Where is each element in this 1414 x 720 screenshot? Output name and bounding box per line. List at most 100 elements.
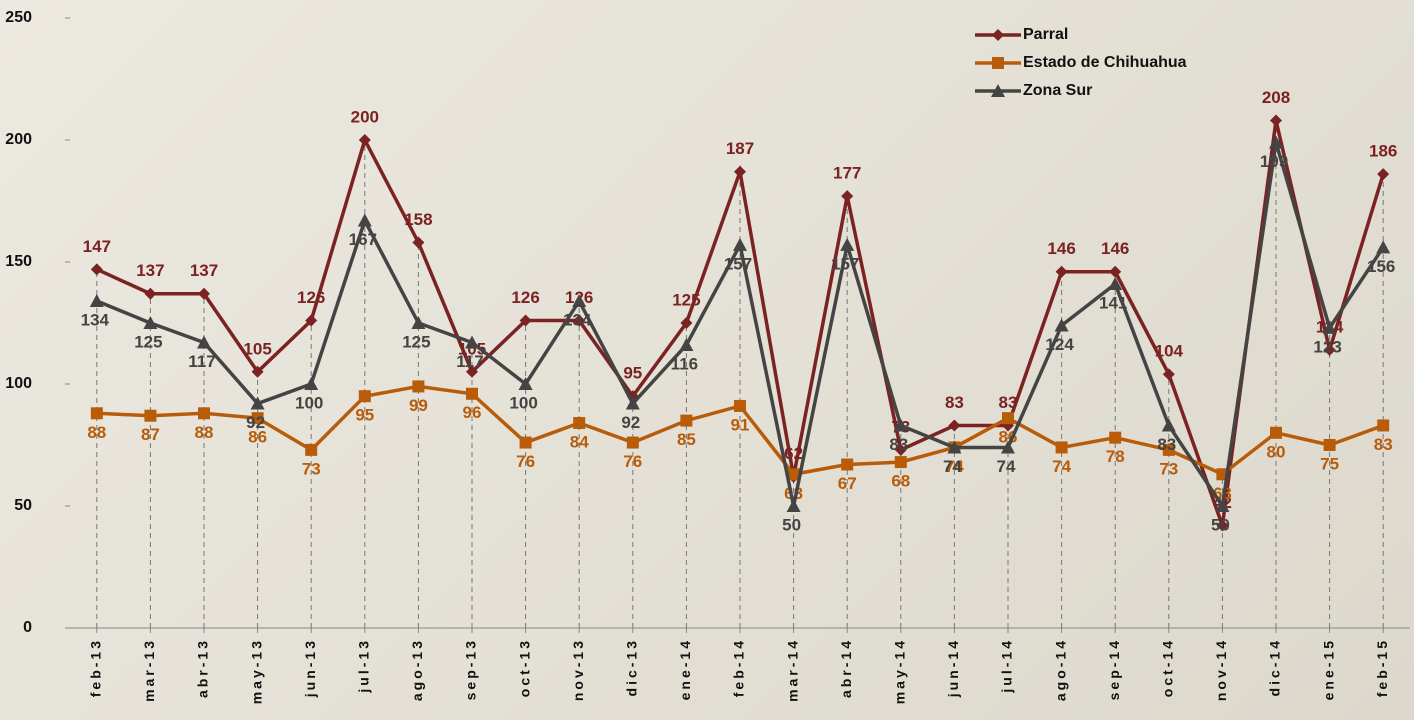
- marker: [841, 458, 854, 471]
- x-tick-label: dic-14: [1267, 638, 1283, 696]
- legend-label: Estado de Chihuahua: [1023, 54, 1187, 71]
- marker: [1161, 418, 1176, 432]
- data-label: 78: [1106, 447, 1125, 466]
- data-label: 147: [83, 237, 111, 256]
- x-tick-label: abr-14: [838, 638, 854, 698]
- marker: [1054, 318, 1069, 332]
- x-tick-label: feb-15: [1374, 638, 1390, 697]
- data-label: 146: [1047, 239, 1075, 258]
- data-label: 187: [726, 139, 754, 158]
- data-label: 76: [623, 452, 642, 471]
- data-label: 146: [1101, 239, 1129, 258]
- marker: [1215, 499, 1230, 512]
- x-tick-label: may-13: [248, 638, 264, 704]
- marker: [412, 380, 425, 393]
- y-tick-label: 200: [5, 131, 32, 148]
- marker: [358, 390, 371, 403]
- marker: [518, 377, 533, 390]
- series-line: [96, 141, 1385, 511]
- marker: [1323, 343, 1336, 356]
- data-label: 83: [1157, 435, 1176, 454]
- y-tick-label: 50: [14, 497, 32, 514]
- data-label: 92: [246, 413, 265, 432]
- marker: [841, 190, 854, 203]
- x-tick-label: abr-13: [195, 638, 211, 698]
- x-tick-label: sep-14: [1106, 638, 1122, 700]
- marker: [466, 365, 478, 378]
- marker: [1323, 439, 1336, 451]
- data-label: 104: [1155, 342, 1184, 361]
- data-label: 83: [1374, 435, 1393, 454]
- marker: [412, 236, 425, 249]
- marker: [251, 365, 264, 378]
- x-tick-label: nov-14: [1213, 638, 1229, 701]
- marker: [573, 417, 586, 430]
- x-tick-label: may-14: [892, 638, 908, 704]
- data-label: 73: [302, 459, 321, 478]
- data-label: 157: [724, 254, 752, 273]
- legend-label: Zona Sur: [1023, 82, 1092, 99]
- data-label: 50: [782, 515, 801, 534]
- marker: [198, 407, 210, 420]
- marker: [143, 316, 158, 329]
- data-label: 117: [188, 352, 215, 371]
- marker: [626, 436, 639, 449]
- data-label: 68: [891, 472, 910, 491]
- legend-label: Parral: [1023, 26, 1068, 43]
- marker: [734, 399, 746, 412]
- marker: [1002, 412, 1014, 425]
- marker: [734, 165, 746, 178]
- marker: [947, 440, 962, 454]
- marker: [1322, 320, 1337, 334]
- x-tick-label: oct-13: [516, 638, 532, 697]
- data-label: 100: [295, 393, 323, 412]
- marker: [251, 412, 264, 425]
- legend-marker: [992, 57, 1004, 69]
- x-tick-label: ene-14: [677, 638, 693, 700]
- data-label: 99: [409, 396, 428, 415]
- data-label: 117: [456, 352, 483, 371]
- marker: [466, 387, 478, 400]
- marker: [198, 287, 210, 300]
- data-label: 67: [838, 474, 857, 493]
- marker: [1001, 440, 1015, 454]
- marker: [894, 443, 907, 456]
- marker: [1377, 168, 1390, 181]
- data-label: 83: [945, 393, 964, 412]
- data-label: 50: [1211, 515, 1230, 534]
- data-label: 83: [999, 393, 1018, 412]
- data-label: 74: [945, 457, 964, 476]
- marker: [625, 396, 640, 410]
- marker: [250, 396, 265, 410]
- data-label: 80: [1267, 442, 1286, 461]
- marker: [894, 456, 907, 469]
- marker: [89, 294, 104, 308]
- data-label: 126: [511, 288, 539, 307]
- data-label: 208: [1262, 88, 1290, 107]
- marker: [1216, 519, 1229, 532]
- marker: [1162, 368, 1175, 381]
- data-label: 125: [672, 290, 700, 309]
- data-label: 134: [563, 311, 592, 330]
- data-label: 95: [623, 364, 642, 383]
- legend-marker: [992, 29, 1004, 41]
- data-label: 124: [1045, 335, 1074, 354]
- data-label: 84: [570, 433, 589, 452]
- data-label: 156: [1367, 257, 1395, 276]
- marker: [411, 316, 426, 329]
- marker: [144, 287, 157, 300]
- x-tick-label: oct-14: [1160, 638, 1176, 697]
- marker: [305, 443, 318, 456]
- marker: [948, 419, 961, 432]
- x-tick-label: ago-13: [409, 638, 425, 701]
- data-label: 95: [355, 406, 374, 425]
- data-label: 141: [1099, 293, 1127, 312]
- marker: [1109, 265, 1122, 278]
- y-tick-label: 100: [5, 375, 32, 392]
- data-label: 74: [997, 457, 1016, 476]
- data-label: 91: [731, 415, 750, 434]
- marker: [893, 418, 908, 432]
- marker: [1162, 443, 1175, 456]
- marker: [787, 468, 800, 481]
- marker: [840, 237, 855, 251]
